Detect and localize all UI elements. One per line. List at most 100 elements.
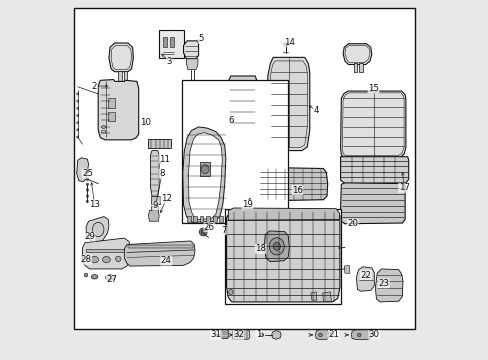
- Point: [392, 173, 400, 179]
- Point: [250, 133, 258, 139]
- Point: [286, 14, 294, 20]
- Point: [178, 253, 185, 258]
- Ellipse shape: [86, 200, 88, 203]
- Point: [398, 24, 406, 30]
- Point: [127, 230, 135, 235]
- Point: [218, 51, 226, 57]
- Point: [308, 217, 316, 223]
- Bar: [147, 139, 171, 148]
- Point: [185, 40, 193, 45]
- Point: [227, 172, 235, 178]
- Point: [271, 71, 279, 76]
- Point: [288, 19, 296, 25]
- Point: [347, 261, 355, 266]
- Text: 32: 32: [232, 330, 244, 339]
- Point: [101, 219, 109, 224]
- Point: [363, 118, 370, 123]
- Point: [295, 159, 303, 165]
- Ellipse shape: [260, 333, 263, 337]
- Point: [265, 94, 273, 100]
- Ellipse shape: [86, 189, 88, 191]
- Point: [197, 19, 204, 25]
- Point: [196, 113, 204, 119]
- Point: [123, 80, 131, 86]
- Point: [355, 176, 363, 182]
- Point: [105, 102, 113, 107]
- Point: [259, 71, 267, 77]
- Point: [112, 320, 120, 325]
- Point: [365, 25, 373, 31]
- Point: [111, 304, 119, 310]
- Point: [287, 86, 295, 92]
- Point: [258, 189, 266, 194]
- Point: [352, 23, 360, 28]
- Point: [209, 189, 217, 194]
- Point: [96, 22, 104, 28]
- Point: [293, 15, 301, 21]
- Text: 18: 18: [255, 244, 265, 253]
- Point: [305, 305, 312, 311]
- Point: [376, 272, 384, 278]
- Point: [153, 28, 161, 34]
- Point: [346, 75, 353, 81]
- Point: [78, 47, 85, 53]
- Point: [399, 110, 407, 116]
- Point: [131, 108, 139, 113]
- Point: [179, 228, 187, 234]
- Point: [166, 167, 174, 173]
- Point: [280, 121, 287, 126]
- Point: [130, 108, 138, 113]
- Point: [281, 161, 288, 167]
- Point: [241, 127, 249, 133]
- Text: 27: 27: [106, 275, 117, 284]
- Point: [387, 38, 395, 44]
- Point: [112, 105, 120, 111]
- Point: [316, 34, 324, 40]
- Text: 3: 3: [166, 57, 172, 66]
- Point: [317, 178, 325, 184]
- Polygon shape: [343, 44, 371, 64]
- Text: 15: 15: [367, 84, 378, 93]
- Point: [366, 73, 374, 79]
- Point: [342, 38, 350, 44]
- Point: [398, 20, 406, 26]
- Point: [112, 114, 120, 120]
- Point: [110, 289, 118, 295]
- Point: [244, 160, 252, 166]
- Polygon shape: [322, 292, 330, 301]
- Point: [179, 57, 187, 63]
- Point: [362, 258, 370, 264]
- Point: [310, 256, 318, 261]
- Point: [317, 24, 325, 30]
- Point: [181, 266, 188, 271]
- Point: [319, 186, 326, 192]
- Point: [313, 228, 321, 233]
- Point: [327, 159, 335, 165]
- Point: [85, 199, 93, 205]
- Point: [253, 116, 261, 122]
- Point: [300, 204, 307, 210]
- Point: [320, 197, 328, 203]
- Point: [263, 286, 271, 292]
- Point: [182, 55, 189, 60]
- Point: [165, 156, 173, 162]
- Point: [247, 180, 255, 185]
- Point: [106, 66, 114, 72]
- Point: [130, 81, 138, 87]
- Point: [173, 168, 181, 174]
- Point: [95, 157, 102, 162]
- Point: [384, 172, 392, 178]
- Point: [264, 179, 272, 184]
- Point: [89, 289, 97, 295]
- Point: [384, 224, 392, 230]
- Point: [373, 316, 381, 322]
- Point: [216, 122, 224, 128]
- Point: [354, 48, 362, 54]
- Point: [309, 264, 317, 270]
- Point: [101, 123, 108, 129]
- Point: [343, 298, 351, 303]
- Point: [276, 185, 284, 191]
- Point: [378, 243, 386, 249]
- Point: [147, 323, 155, 329]
- Point: [129, 81, 137, 86]
